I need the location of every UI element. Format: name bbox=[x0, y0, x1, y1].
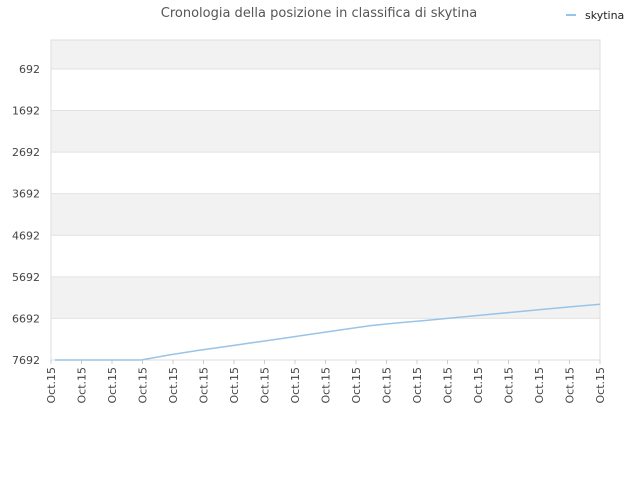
x-tick-label: Oct.15 bbox=[472, 367, 485, 404]
grid-lines bbox=[51, 68, 600, 361]
series-line-skytina bbox=[55, 303, 601, 361]
x-tick-label: Oct.15 bbox=[137, 367, 150, 404]
y-tick-label: 692 bbox=[19, 63, 40, 76]
y-tick-label: 5692 bbox=[12, 271, 40, 284]
plot-band bbox=[51, 68, 600, 111]
plot-band bbox=[51, 40, 600, 69]
series-lines bbox=[55, 303, 601, 361]
x-tick-label: Oct.15 bbox=[503, 367, 516, 404]
plot-band bbox=[51, 318, 600, 360]
x-tick-label: Oct.15 bbox=[564, 367, 577, 404]
y-tick-label: 7692 bbox=[12, 354, 40, 367]
x-tick-label: Oct.15 bbox=[289, 367, 302, 404]
y-axis-ticks: 692 1692 2692 3692 4692 5692 6692 7692 bbox=[12, 63, 40, 367]
x-tick-label: Oct.15 bbox=[442, 367, 455, 404]
x-axis-ticks: Oct.15 Oct.15 Oct.15 Oct.15 Oct.15 Oct.15 Oct.… bbox=[45, 360, 607, 404]
legend[interactable]: skytina bbox=[566, 9, 624, 22]
y-tick-label: 4692 bbox=[12, 229, 40, 242]
y-tick-label: 2692 bbox=[12, 146, 40, 159]
plot-band bbox=[51, 276, 600, 319]
plot-band bbox=[51, 193, 600, 236]
chart-title: Cronologia della posizione in classifica… bbox=[161, 6, 477, 21]
plot-band bbox=[51, 110, 600, 153]
x-tick-label: Oct.15 bbox=[106, 367, 119, 404]
x-tick-label: Oct.15 bbox=[198, 367, 211, 404]
x-tick-label: Oct.15 bbox=[45, 367, 58, 404]
x-tick-label: Oct.15 bbox=[167, 367, 180, 404]
plot-band bbox=[51, 152, 600, 194]
y-tick-label: 1692 bbox=[12, 105, 40, 118]
x-tick-label: Oct.15 bbox=[533, 367, 546, 404]
plot-bands bbox=[51, 40, 600, 360]
y-tick-label: 3692 bbox=[12, 188, 40, 201]
x-tick-label: Oct.15 bbox=[259, 367, 272, 404]
y-tick-label: 6692 bbox=[12, 312, 40, 325]
x-tick-label: Oct.15 bbox=[350, 367, 363, 404]
x-tick-label: Oct.15 bbox=[228, 367, 241, 404]
legend-label-skytina: skytina bbox=[585, 9, 624, 22]
x-tick-label: Oct.15 bbox=[381, 367, 394, 404]
x-tick-label: Oct.15 bbox=[411, 367, 424, 404]
x-tick-label: Oct.15 bbox=[76, 367, 89, 404]
plot-band bbox=[51, 235, 600, 277]
x-tick-label: Oct.15 bbox=[594, 367, 607, 404]
x-tick-label: Oct.15 bbox=[320, 367, 333, 404]
